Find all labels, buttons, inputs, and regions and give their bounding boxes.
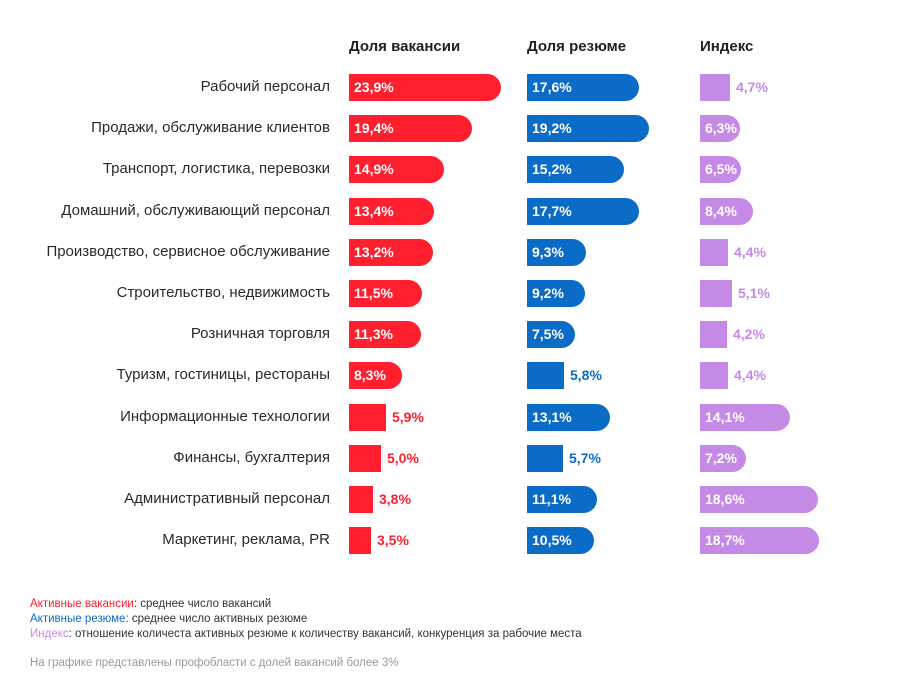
bar-label-vacancies: 11,5% bbox=[354, 285, 393, 301]
bar-index bbox=[700, 74, 730, 101]
bar-resumes bbox=[527, 403, 610, 431]
category-label: Транспорт, логистика, перевозки bbox=[102, 160, 330, 178]
bar-label-resumes: 5,8% bbox=[570, 367, 602, 384]
bar-vacancies bbox=[349, 238, 433, 266]
bar-vacancies bbox=[349, 115, 472, 143]
category-label: Производство, сервисное обслуживание bbox=[46, 242, 330, 260]
bar-label-index: 4,2% bbox=[733, 326, 765, 343]
bar-vacancies bbox=[349, 527, 371, 555]
legend-vacancies: Активные вакансии: среднее число ваканси… bbox=[30, 598, 271, 610]
bar-label-index: 6,5% bbox=[705, 161, 737, 178]
bar-vacancies bbox=[349, 486, 373, 513]
bar-label-index: 18,7% bbox=[705, 532, 745, 549]
bar-resumes bbox=[527, 74, 639, 101]
bar-label-index: 8,4% bbox=[705, 202, 737, 219]
bar-label-vacancies: 5,0% bbox=[387, 449, 419, 466]
legend-resumes: Активные резюме: среднее число активных … bbox=[30, 613, 307, 625]
bar-vacancies bbox=[349, 156, 444, 184]
bar-label-resumes: 5,7% bbox=[569, 449, 601, 466]
bar-index bbox=[700, 156, 741, 184]
footnote: На графике представлены профобласти с до… bbox=[30, 657, 399, 669]
bar-resumes bbox=[527, 321, 575, 349]
category-label: Маркетинг, реклама, PR bbox=[162, 531, 330, 549]
bar-label-resumes: 11,1% bbox=[532, 491, 571, 507]
legend-key-index: Индекс bbox=[30, 628, 69, 640]
column-header-resumes: Доля резюме bbox=[527, 38, 627, 55]
legend-index: Индекс: отношение количеста активных рез… bbox=[30, 628, 582, 640]
bar-index bbox=[700, 403, 790, 431]
bar-index bbox=[700, 444, 746, 472]
category-label: Домашний, обслуживающий персонал bbox=[61, 201, 330, 219]
bar-label-index: 6,3% bbox=[705, 120, 737, 137]
bar-label-resumes: 10,5% bbox=[532, 532, 572, 549]
bar-label-vacancies: 23,9% bbox=[354, 79, 394, 95]
bar-label-vacancies: 11,3% bbox=[354, 326, 393, 343]
bar-label-vacancies: 3,5% bbox=[377, 532, 409, 549]
bar-label-index: 5,1% bbox=[738, 285, 770, 301]
bar-label-vacancies: 14,9% bbox=[354, 161, 394, 178]
bar-label-resumes: 17,6% bbox=[532, 79, 572, 95]
legend-key-vacancies: Активные вакансии bbox=[30, 598, 134, 610]
bar-resumes bbox=[527, 444, 563, 472]
bar-resumes bbox=[527, 362, 564, 390]
bar-vacancies bbox=[349, 197, 434, 225]
bar-resumes bbox=[527, 527, 594, 555]
legend-text-index: : отношение количеста активных резюме к … bbox=[68, 628, 582, 640]
column-header-vacancies: Доля вакансии bbox=[349, 38, 461, 55]
category-label: Финансы, бухгалтерия bbox=[173, 448, 330, 466]
bar-vacancies bbox=[349, 362, 402, 390]
bar-index bbox=[700, 321, 727, 349]
bar-label-index: 4,4% bbox=[734, 367, 766, 384]
bar-label-index: 4,7% bbox=[736, 79, 768, 95]
category-label: Информационные технологии bbox=[120, 407, 330, 425]
category-label: Рабочий персонал bbox=[200, 78, 330, 95]
bar-index bbox=[700, 197, 753, 225]
bar-label-resumes: 9,2% bbox=[532, 285, 564, 301]
bar-label-index: 18,6% bbox=[705, 491, 745, 507]
bar-label-resumes: 15,2% bbox=[532, 161, 572, 178]
bar-label-vacancies: 8,3% bbox=[354, 367, 386, 384]
bar-resumes bbox=[527, 156, 624, 184]
bar-label-resumes: 13,1% bbox=[532, 408, 572, 425]
bar-label-resumes: 19,2% bbox=[532, 120, 572, 137]
legend-key-resumes: Активные резюме bbox=[30, 613, 126, 625]
bar-index bbox=[700, 280, 732, 307]
bar-label-index: 7,2% bbox=[705, 449, 737, 466]
bar-label-index: 14,1% bbox=[705, 408, 745, 425]
bar-label-vacancies: 13,4% bbox=[354, 202, 394, 219]
bar-vacancies bbox=[349, 74, 501, 101]
bar-resumes bbox=[527, 115, 649, 143]
bar-label-vacancies: 13,2% bbox=[354, 243, 394, 260]
bar-resumes bbox=[527, 280, 585, 307]
bar-label-index: 4,4% bbox=[734, 243, 766, 260]
bar-vacancies bbox=[349, 280, 422, 307]
bar-label-vacancies: 19,4% bbox=[354, 120, 394, 137]
bar-vacancies bbox=[349, 403, 386, 431]
bar-vacancies bbox=[349, 321, 421, 349]
legend-text-vacancies: : среднее число вакансий bbox=[133, 598, 272, 610]
bar-index bbox=[700, 362, 728, 390]
category-label: Административный персонал bbox=[124, 490, 330, 507]
bar-index bbox=[700, 115, 740, 143]
category-label: Продажи, обслуживание клиентов bbox=[91, 119, 330, 137]
bar-index bbox=[700, 527, 819, 555]
bar-resumes bbox=[527, 238, 586, 266]
category-label: Строительство, недвижимость bbox=[116, 284, 330, 301]
bar-label-resumes: 17,7% bbox=[532, 202, 572, 219]
bar-label-resumes: 7,5% bbox=[532, 326, 564, 343]
bar-index bbox=[700, 238, 728, 266]
category-label: Розничная торговля bbox=[190, 325, 330, 343]
column-header-index: Индекс bbox=[700, 38, 754, 55]
bar-label-resumes: 9,3% bbox=[532, 243, 564, 260]
legend-text-resumes: : среднее число активных резюме bbox=[125, 613, 308, 625]
bar-label-vacancies: 3,8% bbox=[379, 491, 411, 507]
category-label: Туризм, гостиницы, рестораны bbox=[116, 366, 330, 384]
bar-index bbox=[700, 486, 818, 513]
bar-resumes bbox=[527, 197, 639, 225]
bar-vacancies bbox=[349, 444, 381, 472]
bar-label-vacancies: 5,9% bbox=[392, 408, 424, 425]
bar-resumes bbox=[527, 486, 597, 513]
